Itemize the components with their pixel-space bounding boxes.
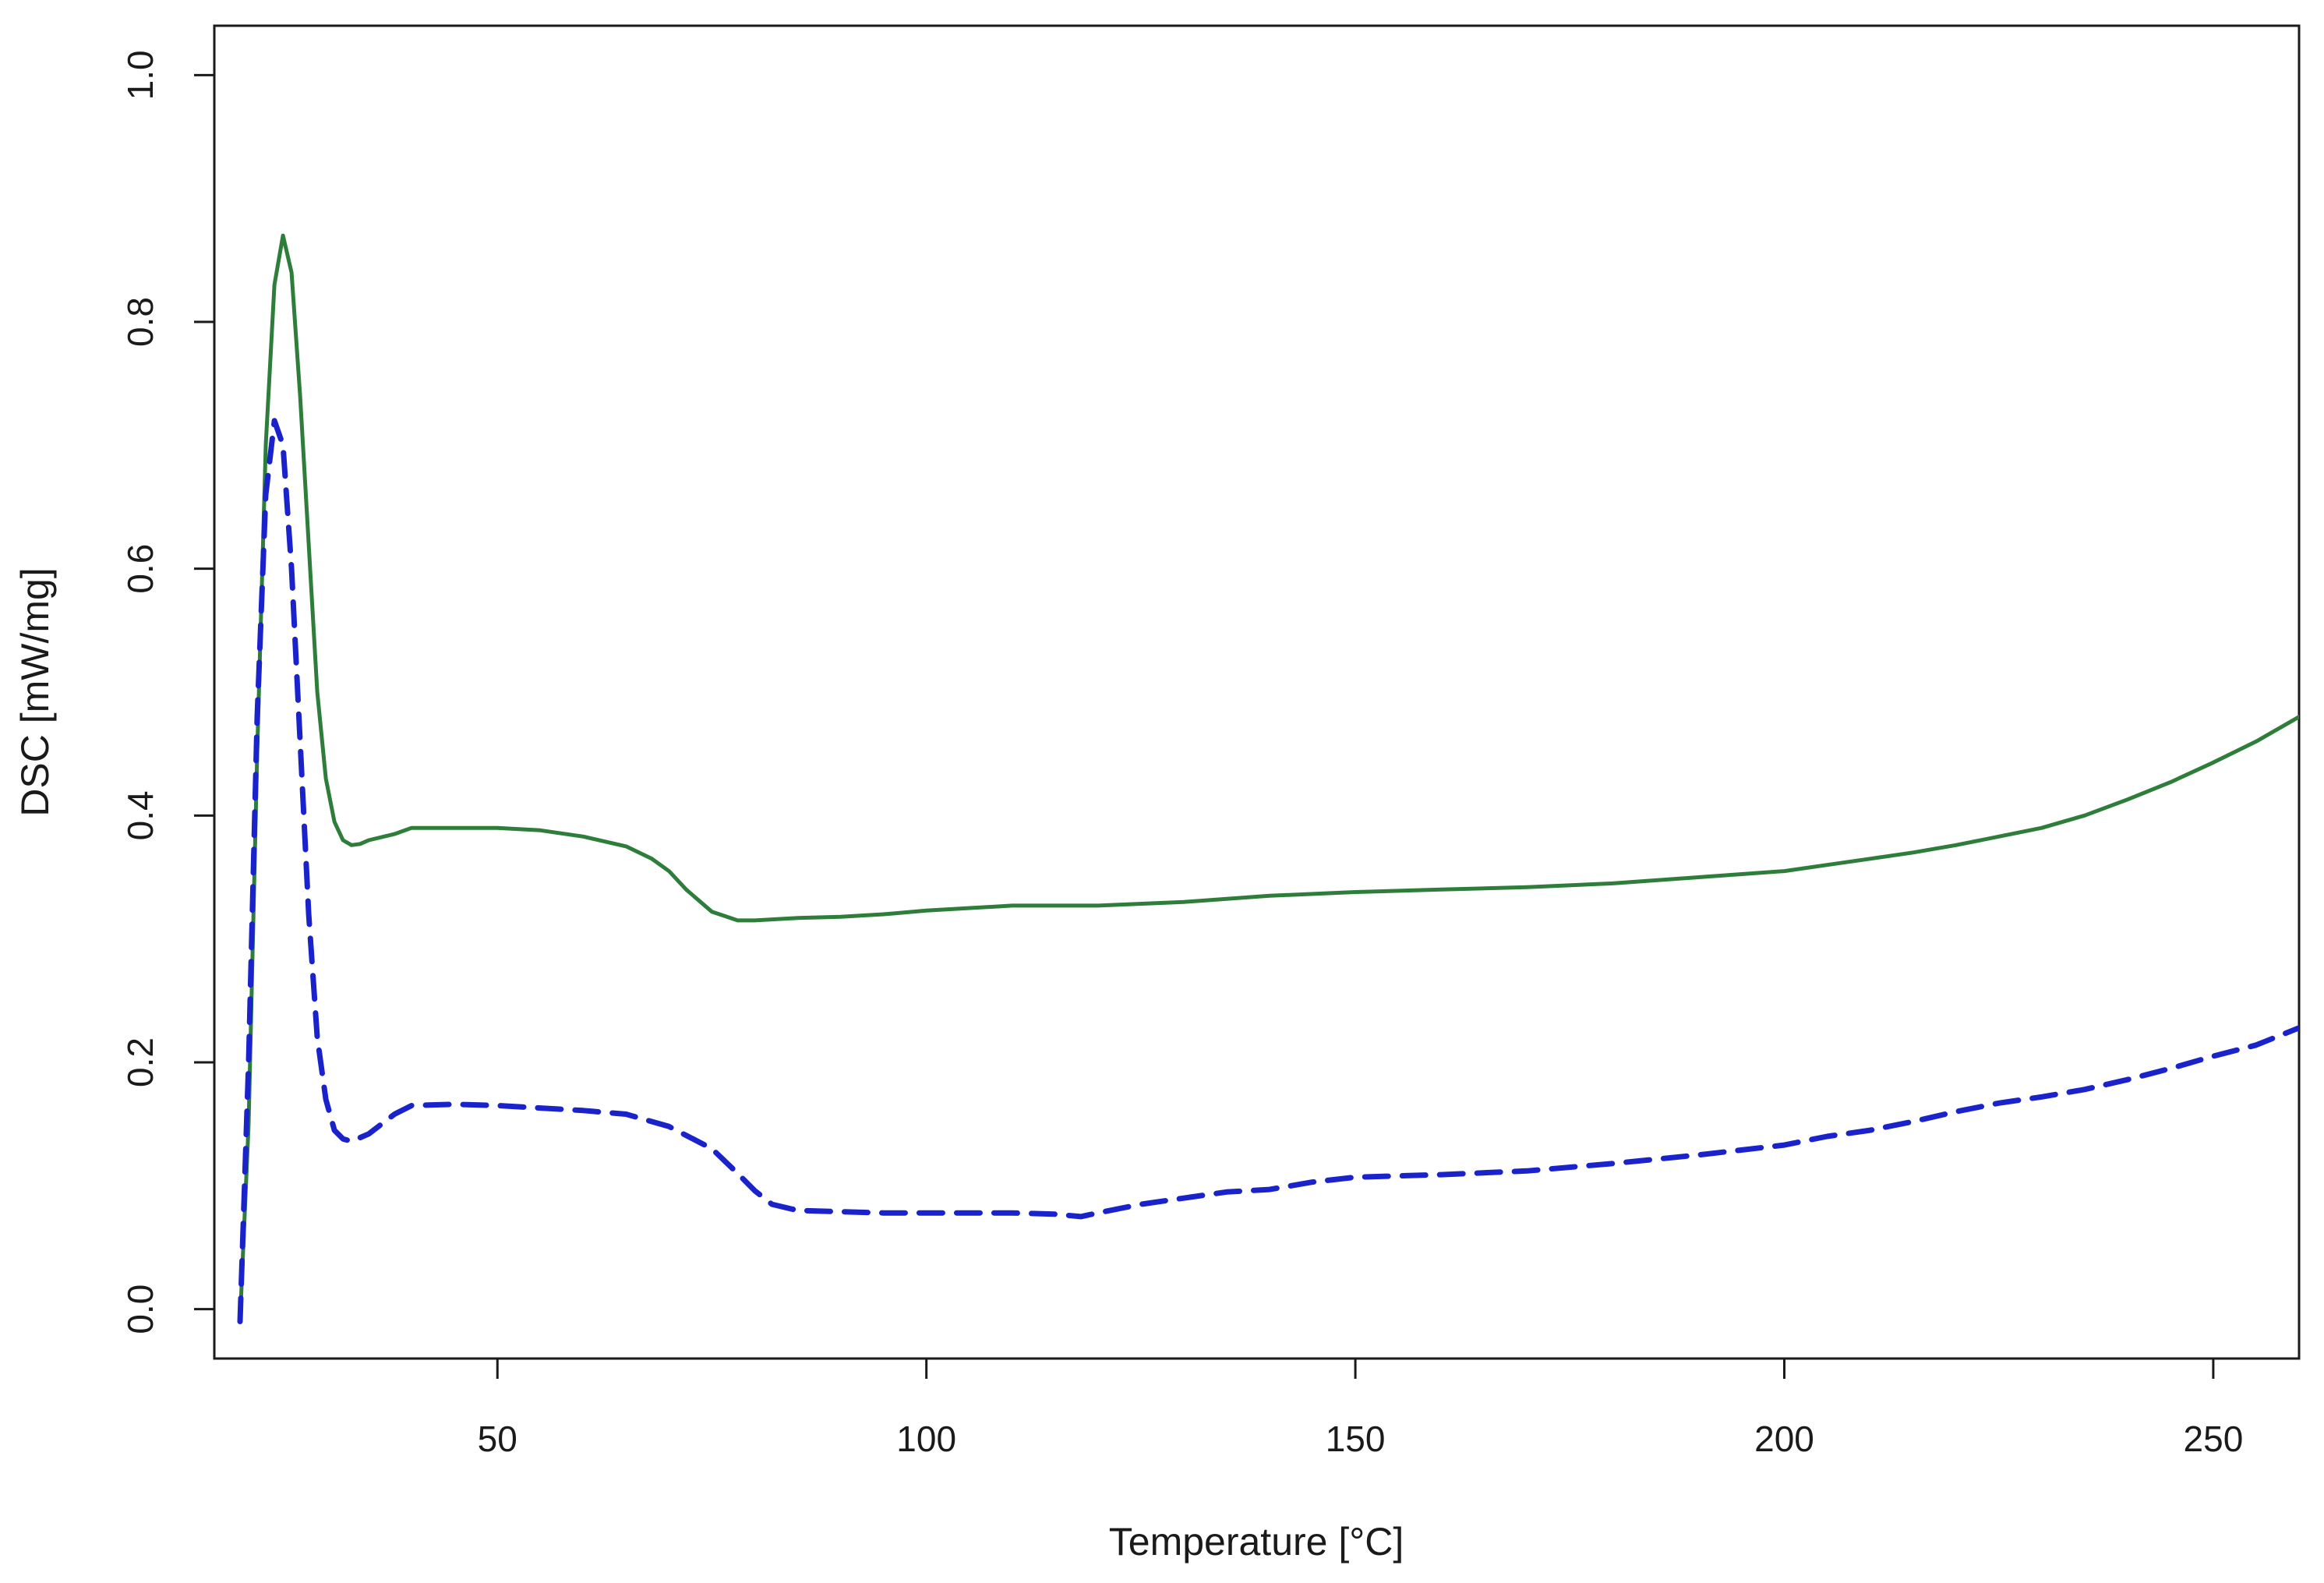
- y-tick-label: 0.2: [120, 1037, 161, 1087]
- x-tick-label: 250: [2184, 1419, 2244, 1459]
- x-tick-label: 200: [1754, 1419, 1814, 1459]
- series-layer: [237, 233, 2299, 1324]
- series-line-solid-green: [238, 233, 2299, 1323]
- x-tick-label: 100: [896, 1419, 956, 1459]
- y-tick-label: 0.4: [120, 790, 161, 840]
- y-tick-label: 1.0: [120, 50, 161, 100]
- y-tick-label: 0.0: [120, 1284, 161, 1334]
- x-tick-label: 150: [1326, 1419, 1386, 1459]
- y-tick-label: 0.8: [120, 297, 161, 347]
- x-axis: 50 100 150 200 250: [478, 1357, 2244, 1459]
- x-axis-title: Temperature [°C]: [1109, 1520, 1404, 1564]
- y-tick-label: 0.6: [120, 544, 161, 594]
- x-tick-label: 50: [478, 1419, 517, 1459]
- plot-area-frame: [213, 24, 2301, 1360]
- y-axis-title: DSC [mW/mg]: [13, 567, 57, 816]
- series-line-dashed-blue: [237, 418, 2299, 1324]
- y-axis: 0.0 0.2 0.4 0.6 0.8 1.0: [120, 50, 216, 1334]
